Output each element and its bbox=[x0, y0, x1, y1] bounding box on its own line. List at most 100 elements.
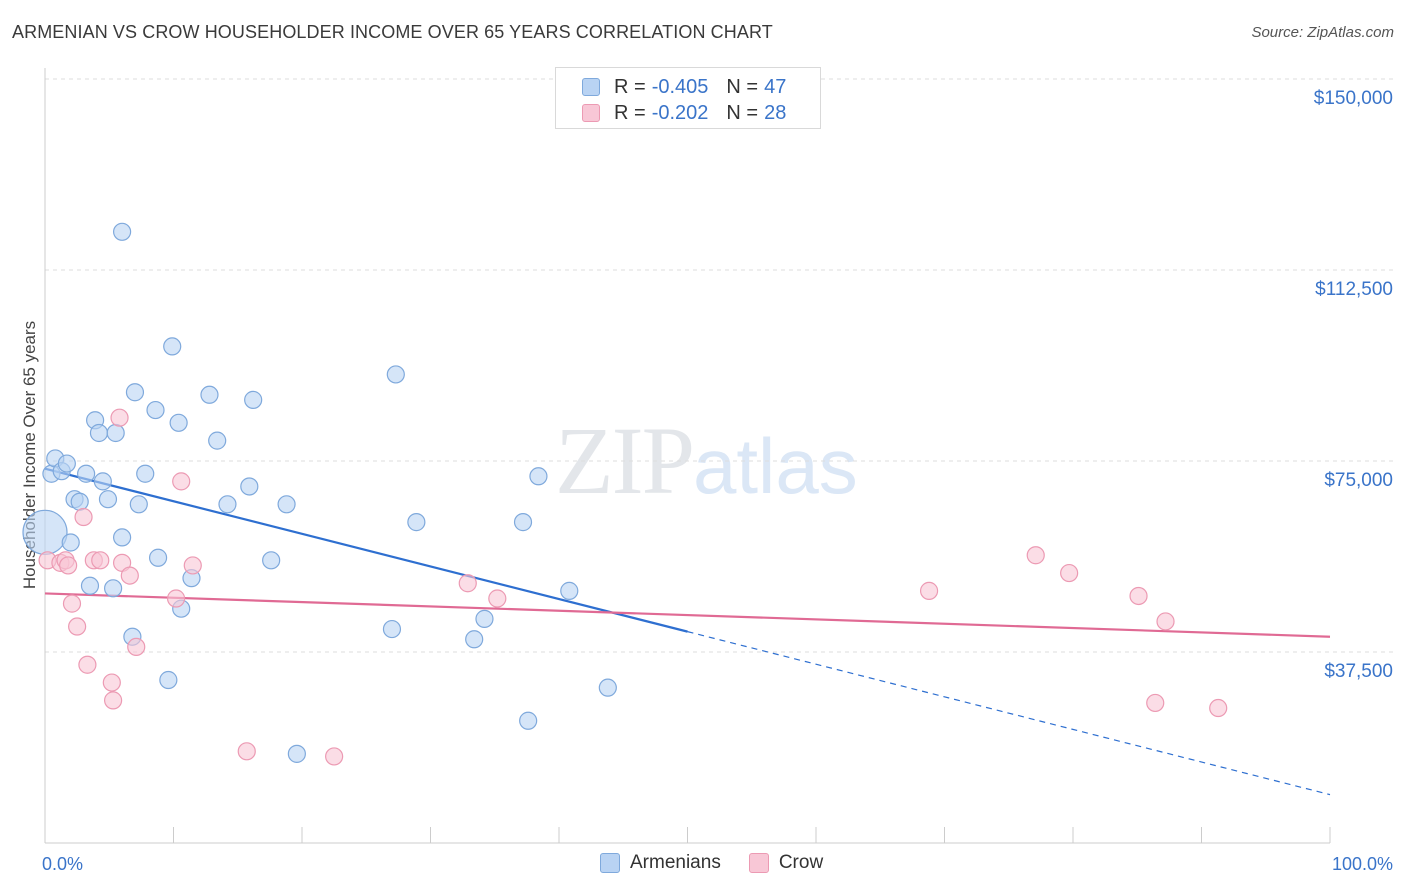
legend-n-label: N = bbox=[726, 101, 759, 124]
crow-point bbox=[74, 507, 93, 527]
crow-point bbox=[59, 556, 78, 575]
crow-trend-line bbox=[44, 592, 1331, 638]
tick-labels: $37,500 $75,000 $112,500 $150,000 0.0% 100.0% bbox=[42, 88, 1393, 874]
axes bbox=[44, 68, 1331, 844]
armenians-point bbox=[70, 492, 89, 511]
legend-row-crow: R = -0.202 N = 28 bbox=[582, 100, 786, 126]
armenians-point bbox=[106, 423, 125, 443]
crow-point bbox=[104, 691, 123, 710]
armenians-point bbox=[598, 678, 617, 697]
crow-point bbox=[68, 617, 87, 636]
armenians-point bbox=[104, 579, 123, 598]
crow-point bbox=[120, 566, 139, 585]
crow-point bbox=[1129, 586, 1148, 606]
legend-r-label: R = bbox=[614, 101, 646, 124]
armenians-point bbox=[382, 619, 402, 639]
legend-r-value-crow: -0.202 bbox=[651, 101, 709, 124]
source-label: Source: ZipAtlas.com bbox=[1251, 24, 1394, 41]
crow-point bbox=[488, 589, 507, 608]
armenians-point bbox=[148, 548, 168, 567]
chart-title: ARMENIAN VS CROW HOUSEHOLDER INCOME OVER… bbox=[12, 22, 773, 42]
armenians-legend-swatch bbox=[600, 853, 620, 873]
armenians-point bbox=[112, 528, 132, 547]
crow-point bbox=[1026, 546, 1045, 565]
legend-label-crow: Crow bbox=[778, 852, 824, 873]
x-tick-label: 0.0% bbox=[42, 854, 83, 874]
legend-item-crow: Crow bbox=[748, 852, 824, 874]
y-tick-label: $75,000 bbox=[1324, 470, 1393, 491]
armenians-point bbox=[129, 495, 148, 514]
legend-item-armenians: Armenians bbox=[600, 852, 721, 874]
armenians-point bbox=[560, 581, 579, 600]
data-points bbox=[22, 222, 1228, 766]
crow-point bbox=[91, 551, 110, 570]
crow-point bbox=[78, 655, 97, 674]
armenians-point bbox=[93, 472, 112, 491]
armenians-point bbox=[240, 477, 259, 496]
armenians-trend-extension bbox=[687, 631, 1331, 796]
armenians-point bbox=[136, 464, 155, 483]
armenians-point bbox=[77, 464, 96, 483]
crow-point bbox=[1060, 563, 1079, 583]
armenians-point bbox=[386, 365, 405, 384]
armenians-point bbox=[22, 509, 68, 555]
armenians-swatch bbox=[582, 78, 600, 96]
armenians-point bbox=[208, 431, 227, 450]
legend-r-label: R = bbox=[614, 75, 646, 98]
armenians-point bbox=[112, 222, 132, 241]
armenians-point bbox=[125, 383, 145, 402]
crow-point bbox=[62, 594, 82, 613]
armenians-point bbox=[519, 711, 538, 730]
y-tick-label: $112,500 bbox=[1315, 279, 1393, 300]
crow-point bbox=[127, 637, 146, 657]
crow-point bbox=[183, 556, 202, 575]
zipatlas-watermark: ZIPatlas bbox=[555, 405, 858, 516]
armenians-point bbox=[513, 513, 533, 532]
legend-label-armenians: Armenians bbox=[630, 852, 721, 873]
crow-point bbox=[919, 581, 939, 600]
legend-n-label: N = bbox=[726, 75, 759, 98]
armenians-point bbox=[57, 454, 76, 473]
armenians-point bbox=[465, 630, 484, 649]
armenians-point bbox=[262, 551, 281, 570]
armenians-point bbox=[244, 390, 263, 409]
armenians-point bbox=[200, 385, 219, 404]
armenians-point bbox=[61, 533, 80, 552]
legend-row-armenians: R = -0.405 N = 47 bbox=[582, 74, 786, 100]
grid-lines bbox=[45, 78, 1393, 653]
armenians-point bbox=[98, 490, 118, 509]
armenians-point bbox=[218, 495, 237, 514]
correlation-legend: R = -0.405 N = 47 R = -0.202 N = 28 bbox=[555, 67, 821, 129]
crow-point bbox=[1146, 693, 1165, 713]
armenians-point bbox=[475, 609, 494, 628]
y-tick-label: $37,500 bbox=[1324, 661, 1393, 682]
armenians-point bbox=[529, 467, 548, 486]
legend-n-value-crow: 28 bbox=[764, 101, 787, 124]
crow-point bbox=[325, 747, 344, 766]
crow-point bbox=[1209, 698, 1228, 718]
armenians-point bbox=[163, 337, 182, 356]
armenians-point bbox=[277, 495, 296, 514]
armenians-point bbox=[287, 744, 306, 763]
series-legend: Armenians Crow bbox=[600, 852, 851, 874]
armenians-point bbox=[407, 513, 426, 532]
crow-point bbox=[1156, 612, 1175, 631]
armenians-point bbox=[169, 413, 188, 432]
armenians-point bbox=[80, 576, 100, 595]
crow-legend-swatch bbox=[748, 853, 769, 873]
trend-lines bbox=[44, 467, 1331, 796]
crow-point bbox=[110, 408, 129, 427]
armenians-trend-line bbox=[44, 467, 688, 633]
watermark-atlas: atlas bbox=[693, 422, 858, 510]
x-tick-label: 100.0% bbox=[1332, 854, 1393, 874]
crow-point bbox=[172, 472, 191, 491]
armenians-point bbox=[89, 423, 109, 443]
y-tick-label: $150,000 bbox=[1314, 88, 1393, 109]
legend-n-value-armenians: 47 bbox=[764, 75, 787, 98]
armenians-point bbox=[146, 400, 165, 420]
crow-point bbox=[102, 673, 121, 692]
armenians-point bbox=[159, 670, 178, 690]
crow-swatch bbox=[582, 104, 600, 122]
legend-r-value-armenians: -0.405 bbox=[651, 75, 709, 98]
